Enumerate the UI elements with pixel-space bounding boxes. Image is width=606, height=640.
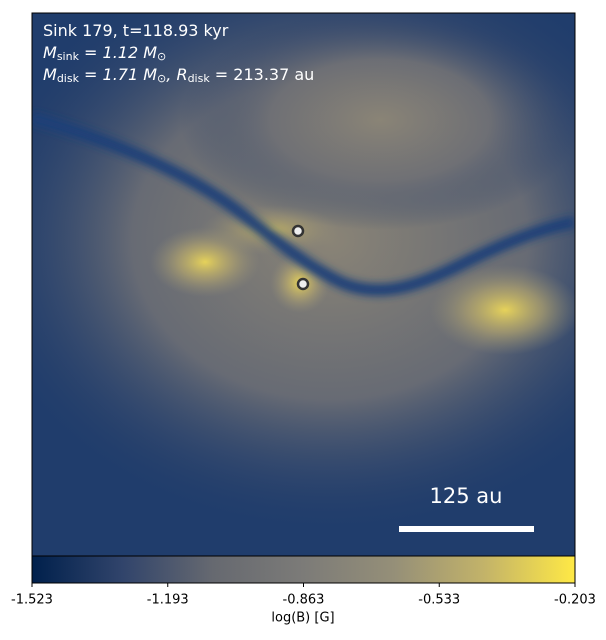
annotation-text: Sink 179, t=118.93 kyr <box>43 21 229 40</box>
annotation-text: M <box>43 43 57 62</box>
annotation-text: , R <box>166 65 187 84</box>
annotation-subscript: disk <box>57 72 80 85</box>
scale-bar <box>399 526 534 532</box>
colorbar-tick-label: -1.523 <box>11 593 53 608</box>
annotation-text: = 213.37 au <box>210 65 315 84</box>
field-image <box>32 13 575 556</box>
colorbar-label: log(B) [G] <box>271 611 334 626</box>
annotation-text: = 1.12 M <box>79 43 157 62</box>
annotation-subscript: ⊙ <box>157 50 166 63</box>
annotation-text: = 1.71 M <box>79 65 157 84</box>
annotation-subscript: sink <box>57 50 80 63</box>
annotation: Mdisk​ = 1.71 M⊙​, Rdisk​ = 213.37 au <box>43 65 314 86</box>
annotation-subscript: disk <box>188 72 211 85</box>
colorbar-tick-label: -1.193 <box>147 593 189 608</box>
colorbar-tick-label: -0.863 <box>283 593 325 608</box>
colorbar-tick-label: -0.533 <box>418 593 460 608</box>
colorbar-tick-label: -0.203 <box>554 593 596 608</box>
annotation: Msink​ = 1.12 M⊙​ <box>43 43 166 64</box>
sink-particle <box>291 224 310 291</box>
colorbar <box>31 555 576 584</box>
annotation: Sink 179, t=118.93 kyr <box>43 21 229 40</box>
scale-bar-label: 125 au <box>430 484 503 508</box>
annotation-text: M <box>43 65 57 84</box>
annotation-subscript: ⊙ <box>157 72 166 85</box>
